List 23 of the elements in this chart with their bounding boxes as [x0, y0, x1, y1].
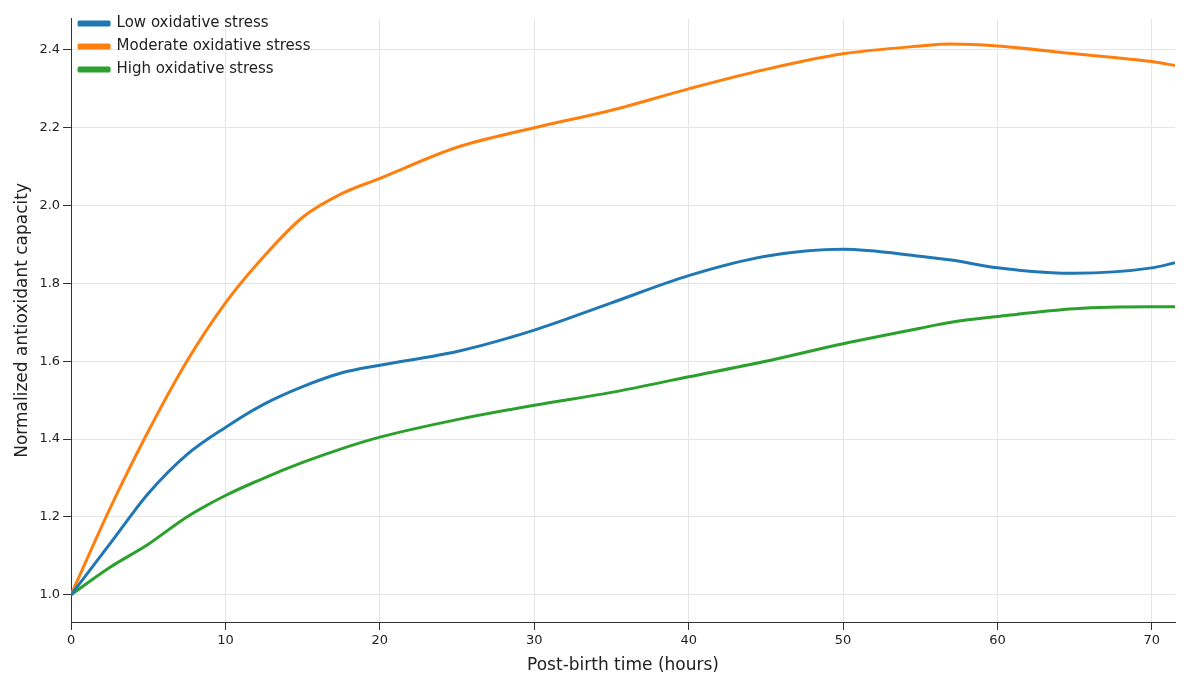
x-tick-label: 40 — [680, 632, 697, 648]
x-tick-label: 20 — [371, 632, 389, 648]
x-axis-title: Post-birth time (hours) — [527, 654, 720, 675]
y-tick-label: 2.2 — [39, 119, 61, 135]
y-tick-label: 1.6 — [39, 352, 61, 368]
y-tick-label: 2.0 — [39, 196, 61, 212]
legend-label: High oxidative stress — [116, 59, 274, 78]
y-tick-label: 1.4 — [39, 430, 61, 446]
x-tick-label: 60 — [989, 632, 1006, 648]
x-tick-label: 70 — [1143, 632, 1161, 648]
y-tick-label: 1.8 — [39, 274, 61, 290]
x-tick-label: 30 — [525, 632, 543, 648]
y-tick-label: 1.0 — [39, 586, 61, 602]
line-series — [71, 247, 1175, 597]
x-tick-label: 0 — [66, 632, 76, 648]
y-tick-label: 1.2 — [39, 508, 61, 524]
legend-label: Moderate oxidative stress — [116, 36, 311, 55]
line-series — [71, 305, 1175, 597]
x-tick-label: 50 — [834, 632, 852, 648]
x-tick-label: 10 — [217, 632, 234, 648]
y-axis-title: Normalized antioxidant capacity — [10, 182, 31, 458]
legend-label: Low oxidative stress — [116, 13, 269, 32]
y-tick-label: 2.4 — [39, 41, 61, 57]
